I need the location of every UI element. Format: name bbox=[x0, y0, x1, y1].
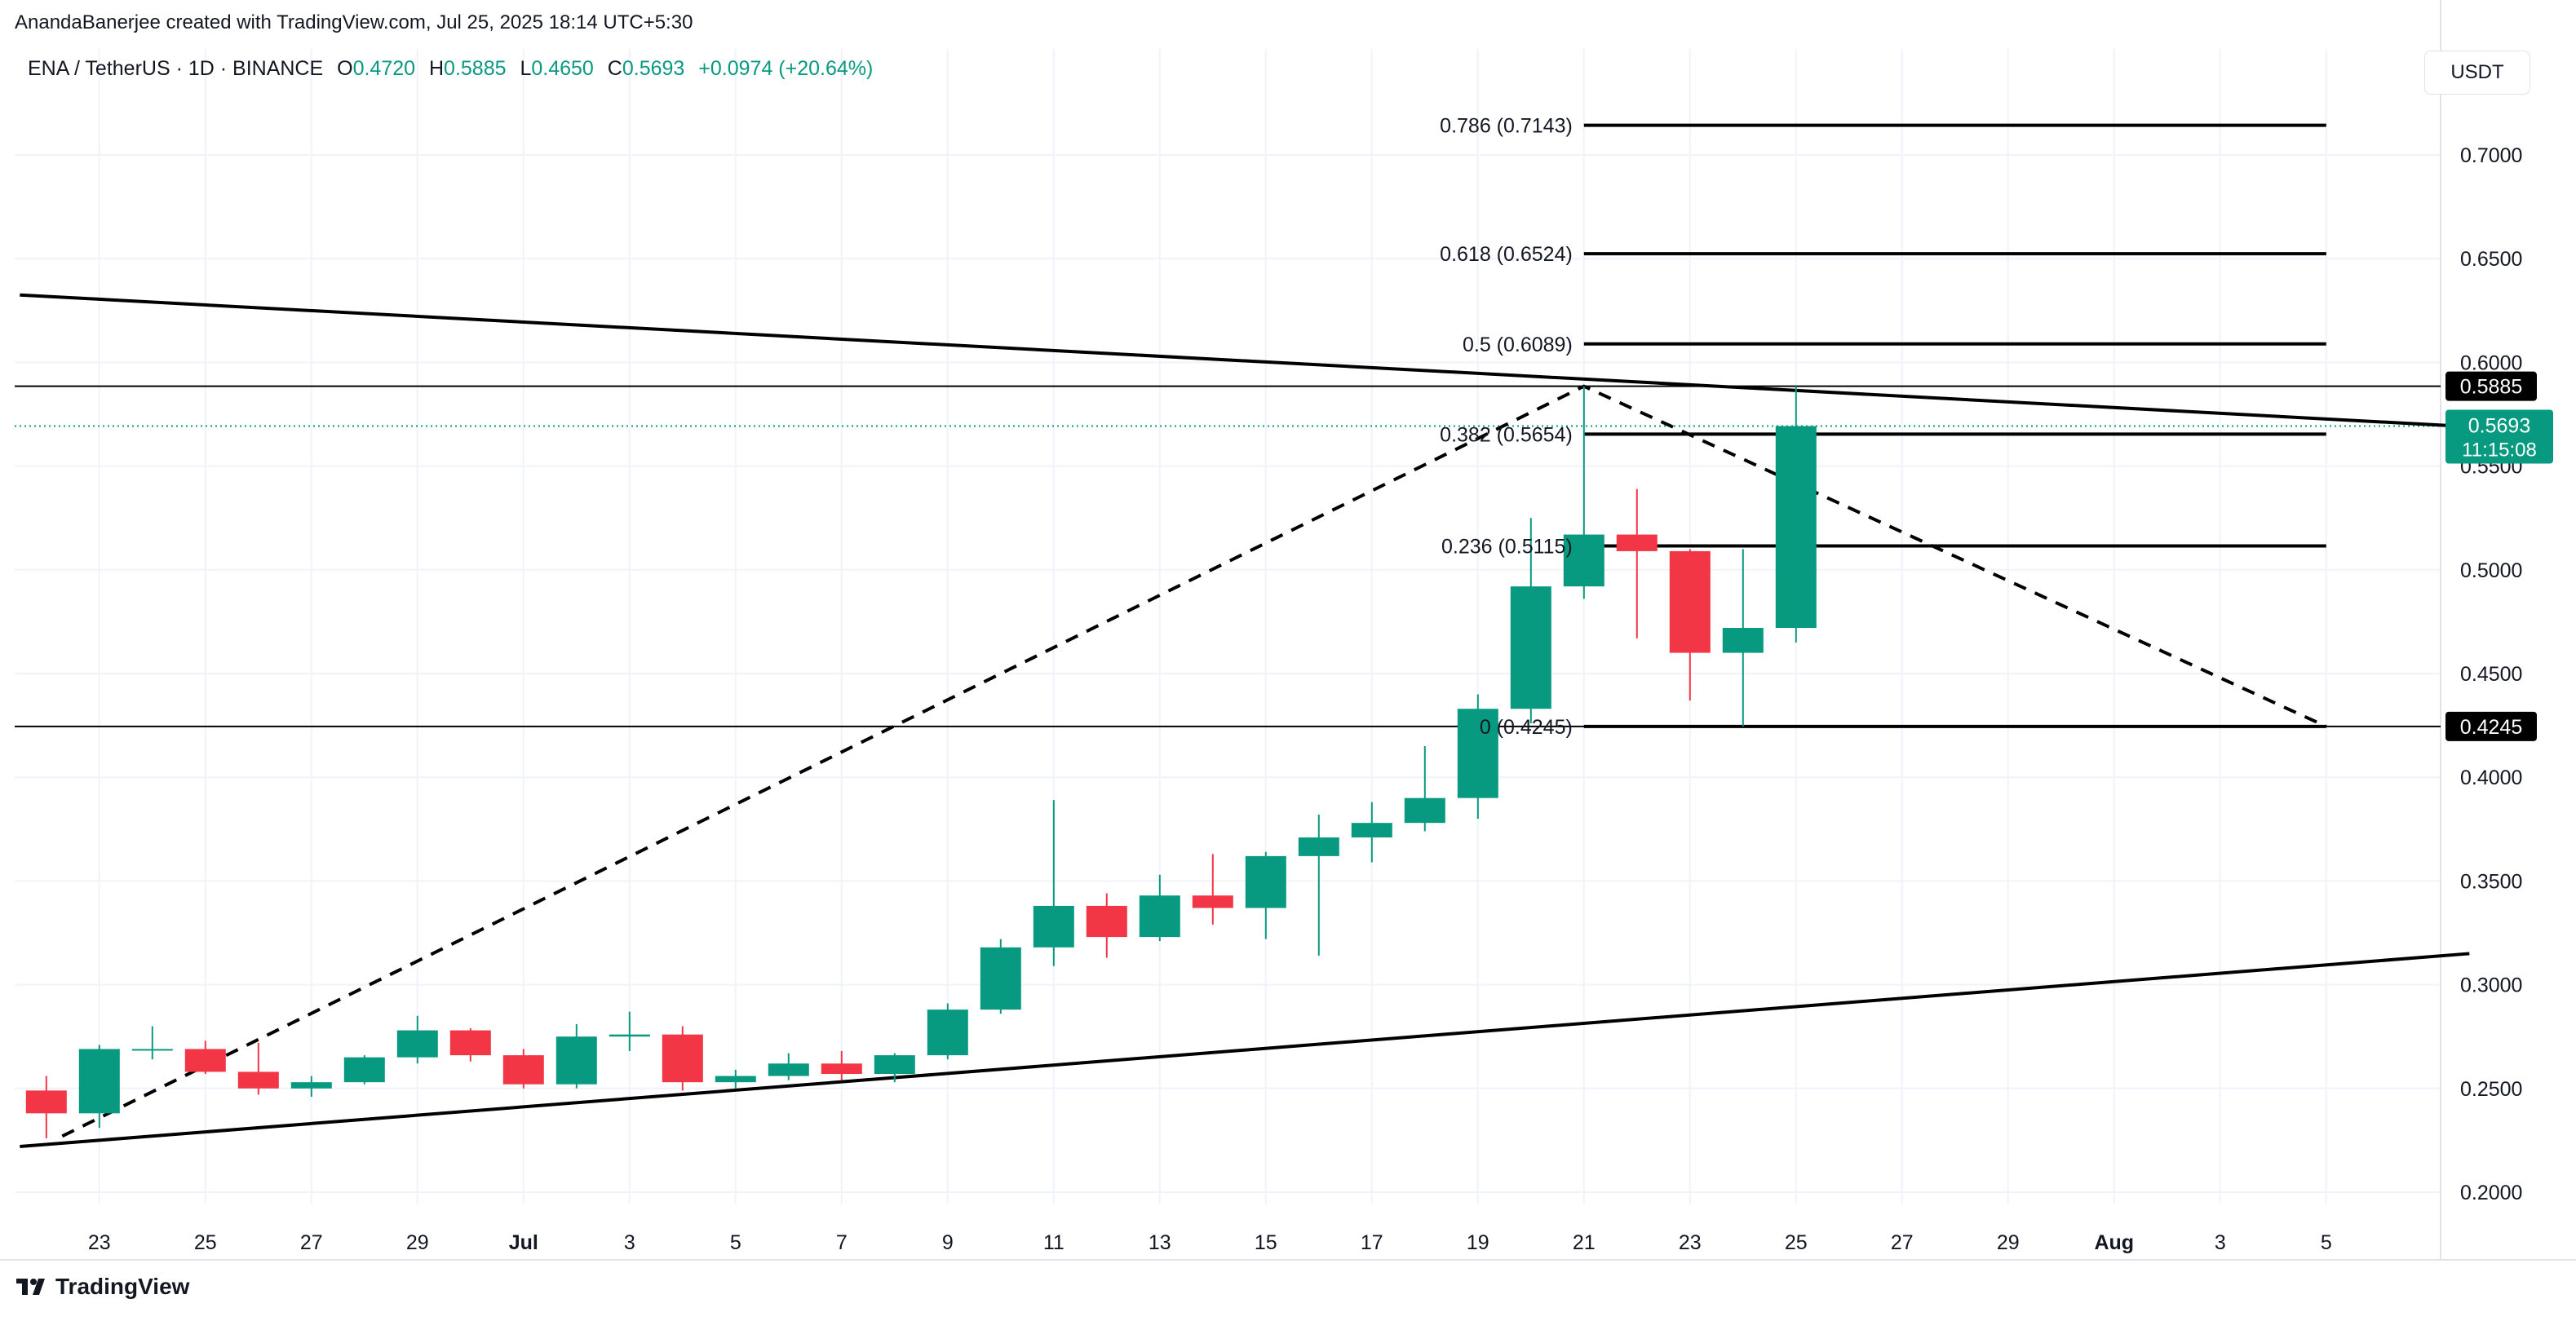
candle-up[interactable] bbox=[290, 1082, 332, 1089]
date-tick-label: 29 bbox=[1997, 1231, 2020, 1254]
date-tick-label: 27 bbox=[300, 1231, 323, 1254]
date-tick-label: Jul bbox=[509, 1231, 538, 1254]
date-tick-label: 3 bbox=[2215, 1231, 2226, 1254]
candle-up[interactable] bbox=[715, 1076, 756, 1083]
date-tick-label: 5 bbox=[2321, 1231, 2332, 1254]
price-badge bbox=[2445, 711, 2537, 741]
date-tick-label: 23 bbox=[88, 1231, 111, 1254]
price-tick-label: 0.3000 bbox=[2460, 974, 2522, 997]
symbol-title[interactable]: ENA / TetherUS · 1D · BINANCE bbox=[28, 57, 324, 80]
upper-resistance-line[interactable] bbox=[20, 293, 2470, 429]
candle-down[interactable] bbox=[662, 1034, 703, 1083]
candle-down[interactable] bbox=[25, 1090, 67, 1114]
date-tick-label: 25 bbox=[1785, 1231, 1808, 1254]
price-tick-label: 0.2000 bbox=[2460, 1182, 2522, 1204]
last-price-badge bbox=[2445, 409, 2553, 464]
candle-down[interactable] bbox=[237, 1071, 279, 1089]
candle-up[interactable] bbox=[555, 1036, 597, 1085]
date-tick-label: 21 bbox=[1573, 1231, 1596, 1254]
candle-up[interactable] bbox=[1563, 534, 1604, 587]
candle-up[interactable] bbox=[1404, 797, 1445, 824]
candle-down[interactable] bbox=[1192, 895, 1233, 908]
price-tick-label: 0.3500 bbox=[2460, 870, 2522, 893]
brand-name: TradingView bbox=[55, 1274, 190, 1299]
fib-label-0.382: 0.382 (0.5654) bbox=[1440, 423, 1573, 446]
candle-up[interactable] bbox=[980, 947, 1021, 1010]
candle-down[interactable] bbox=[1669, 550, 1711, 653]
candle-up[interactable] bbox=[768, 1063, 809, 1076]
close-value: 0.5693 bbox=[622, 57, 685, 80]
date-tick-label: 19 bbox=[1467, 1231, 1489, 1254]
open-label: O bbox=[337, 57, 353, 80]
high-value: 0.5885 bbox=[444, 57, 507, 80]
fib-label-0.786: 0.786 (0.7143) bbox=[1440, 115, 1573, 138]
low-label: L bbox=[520, 57, 532, 80]
fib-label-0.618: 0.618 (0.6524) bbox=[1440, 243, 1573, 266]
ohlc-legend: ENA / TetherUS · 1D · BINANCE O0.4720 H0… bbox=[28, 57, 873, 81]
candle-up[interactable] bbox=[1245, 855, 1286, 908]
date-tick-label: Aug bbox=[2094, 1231, 2134, 1254]
price-tick-label: 0.4000 bbox=[2460, 767, 2522, 789]
price-tick-label: 0.4500 bbox=[2460, 663, 2522, 686]
candle-up[interactable] bbox=[396, 1030, 438, 1058]
date-tick-label: 25 bbox=[194, 1231, 217, 1254]
price-tick-label: 0.6500 bbox=[2460, 248, 2522, 271]
lower-support-line[interactable] bbox=[20, 952, 2470, 1149]
candle-up[interactable] bbox=[1298, 837, 1339, 856]
date-tick-label: 7 bbox=[836, 1231, 848, 1254]
date-tick-label: 15 bbox=[1255, 1231, 1277, 1254]
candle-up[interactable] bbox=[131, 1049, 173, 1051]
bar-countdown: 11:15:08 bbox=[2462, 440, 2537, 462]
date-tick-label: 17 bbox=[1361, 1231, 1383, 1254]
close-label: C bbox=[607, 57, 622, 80]
candle-up[interactable] bbox=[1775, 426, 1817, 629]
author-credit: AnandaBanerjee created with TradingView.… bbox=[15, 11, 693, 33]
price-badge bbox=[2445, 371, 2537, 401]
candle-down[interactable] bbox=[1086, 905, 1127, 938]
candle-down[interactable] bbox=[502, 1055, 544, 1085]
price-tick-label: 0.5000 bbox=[2460, 559, 2522, 582]
tradingview-icon bbox=[16, 1279, 45, 1295]
low-value: 0.4650 bbox=[531, 57, 594, 80]
candle-down[interactable] bbox=[449, 1030, 491, 1056]
candle-up[interactable] bbox=[874, 1055, 915, 1074]
date-tick-label: 3 bbox=[624, 1231, 635, 1254]
change-value: +0.0974 (+20.64%) bbox=[698, 57, 874, 80]
price-tick-label: 0.6000 bbox=[2460, 351, 2522, 374]
candle-up[interactable] bbox=[1351, 823, 1392, 837]
date-tick-label: 27 bbox=[1891, 1231, 1914, 1254]
candle-up[interactable] bbox=[1722, 628, 1764, 653]
open-value: 0.4720 bbox=[352, 57, 416, 80]
candle-up[interactable] bbox=[78, 1049, 120, 1114]
price-badge-label: 0.4245 bbox=[2460, 716, 2522, 739]
candle-up[interactable] bbox=[1139, 895, 1180, 938]
fib-label-0.236: 0.236 (0.5115) bbox=[1441, 536, 1573, 559]
candle-up[interactable] bbox=[1510, 586, 1551, 709]
candle-up[interactable] bbox=[609, 1034, 650, 1037]
candle-up[interactable] bbox=[927, 1010, 968, 1056]
candle-down[interactable] bbox=[184, 1049, 226, 1072]
candle-down[interactable] bbox=[821, 1063, 862, 1074]
date-tick-label: 9 bbox=[942, 1231, 954, 1254]
candle-up[interactable] bbox=[343, 1057, 385, 1083]
high-label: H bbox=[428, 57, 445, 80]
date-tick-label: 13 bbox=[1149, 1231, 1171, 1254]
fib-label-0: 0 (0.4245) bbox=[1480, 716, 1573, 739]
price-badge-label: 0.5885 bbox=[2460, 376, 2522, 399]
tradingview-logo[interactable]: TradingView bbox=[16, 1274, 189, 1300]
price-tick-label: 0.7000 bbox=[2460, 144, 2522, 167]
date-tick-label: 5 bbox=[730, 1231, 741, 1254]
candle-up[interactable] bbox=[1033, 905, 1074, 948]
fib-label-0.5: 0.5 (0.6089) bbox=[1463, 334, 1573, 356]
currency-button[interactable]: USDT bbox=[2424, 51, 2530, 95]
last-price-label: 0.5693 bbox=[2468, 415, 2530, 438]
candle-down[interactable] bbox=[1616, 534, 1658, 551]
price-tick-label: 0.2500 bbox=[2460, 1078, 2522, 1101]
date-tick-label: 29 bbox=[406, 1231, 429, 1254]
date-tick-label: 11 bbox=[1043, 1231, 1064, 1254]
date-tick-label: 23 bbox=[1679, 1231, 1702, 1254]
candle-up[interactable] bbox=[1457, 709, 1498, 798]
